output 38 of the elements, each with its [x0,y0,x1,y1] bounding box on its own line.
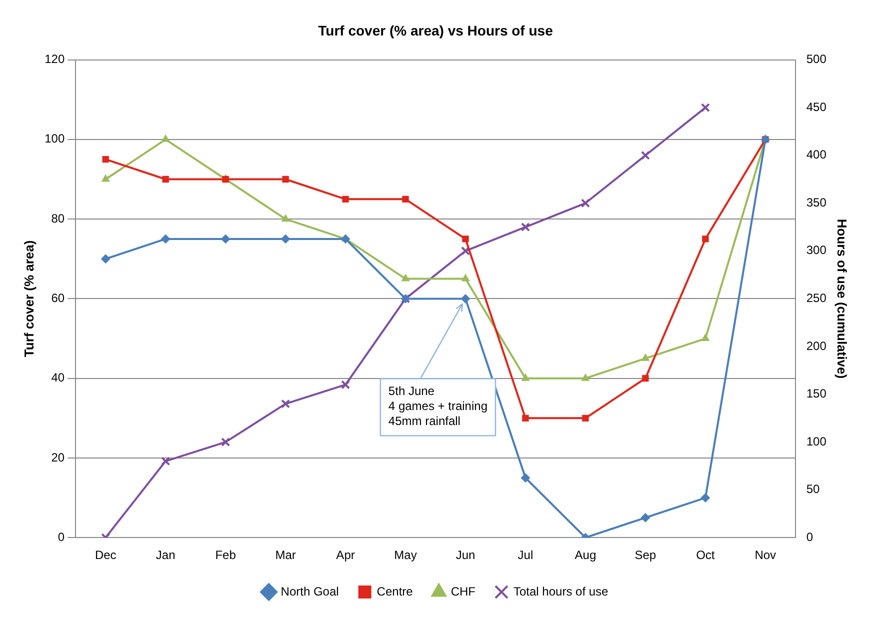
y2-tick-label: 100 [806,434,827,448]
y-axis-title: Turf cover (% area) [21,240,36,358]
x-tick-label: Jul [518,548,534,562]
x-tick-label: Feb [215,548,236,562]
y2-tick-label: 400 [806,148,827,162]
legend-label: CHF [450,584,476,598]
legend-label: North Goal [280,584,339,598]
y2-tick-label: 450 [806,100,827,114]
y-tick-label: 120 [44,52,65,66]
x-tick-label: Aug [574,548,596,562]
chart-title: Turf cover (% area) vs Hours of use [318,22,554,38]
legend-label: Centre [376,584,414,598]
x-tick-label: Dec [94,548,116,562]
annotation: 5th June 4 games + training 45mm rainfall [388,384,488,428]
x-tick-label: Apr [336,548,355,562]
y-tick-label: 80 [51,211,65,226]
y-tick-label: 0 [58,530,65,544]
x-tick-label: Mar [275,548,296,562]
x-tick-label: Nov [754,548,776,562]
y-tick-label: 20 [51,450,65,464]
y2-tick-label: 500 [806,52,827,66]
y2-tick-label: 150 [806,386,827,401]
x-tick-label: Oct [696,548,716,562]
y2-tick-label: 250 [806,291,827,306]
y2-tick-label: 200 [806,338,827,353]
y-tick-label: 40 [51,370,65,385]
y-tick-label: 100 [44,132,65,146]
y-tick-label: 60 [51,291,65,306]
y2-tick-label: 350 [806,195,827,210]
y2-tick-label: 50 [806,482,820,496]
y2-tick-label: 0 [806,530,814,544]
x-tick-label: Jun [456,548,476,562]
y2-axis-title: Hours of use (cumulative) [834,218,850,379]
x-tick-label: May [394,548,417,562]
x-tick-label: Jan [156,548,176,562]
y2-tick-label: 300 [806,243,827,258]
x-tick-label: Sep [634,548,656,562]
legend-label: Total hours of use [513,584,609,598]
